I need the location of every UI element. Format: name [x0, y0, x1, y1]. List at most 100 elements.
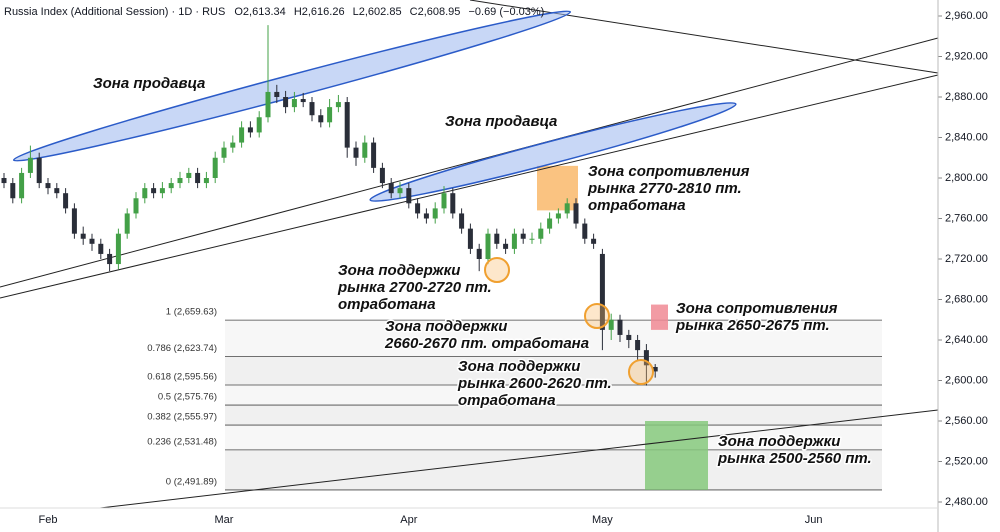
candle-body: [608, 319, 614, 330]
y-tick-label: 2,960.00: [945, 10, 988, 22]
candle-body: [582, 223, 588, 239]
touch-circle: [484, 257, 510, 283]
annotation: рынка 2770-2810 пт.: [587, 180, 742, 197]
annotation: Зона сопротивления: [588, 163, 750, 180]
candle-body: [406, 188, 412, 204]
fib-label: 0.382 (2,555.97): [147, 412, 217, 423]
annotation: 2660-2670 пт. отработана: [384, 335, 589, 352]
x-tick-label: Jun: [805, 514, 823, 526]
y-tick-label: 2,640.00: [945, 334, 988, 346]
header-title: Russia Index (Additional Session) · 1D ·…: [4, 6, 225, 18]
front-layer: 2,480.00 2,520.00 2,560.00 2,600.00 2,640.00…: [1, 10, 988, 526]
annotation: отработана: [588, 197, 686, 214]
fib-label: 0.618 (2,595.56): [147, 372, 217, 383]
candle-body: [133, 198, 139, 214]
candle-body: [450, 193, 456, 214]
annotation: рынка 2700-2720 пт.: [337, 279, 492, 296]
y-tick-label: 2,720.00: [945, 253, 988, 265]
trend-line: [469, 0, 939, 74]
trend-line: [99, 409, 939, 509]
candle-body: [397, 188, 403, 194]
candle-body: [1, 178, 7, 184]
annotation: Зона поддержки: [338, 262, 460, 279]
touch-circle: [628, 359, 654, 385]
y-tick-label: 2,600.00: [945, 374, 988, 386]
candle-body: [573, 203, 579, 224]
candle-body: [265, 91, 271, 118]
candle-body: [151, 188, 157, 194]
header-low: L2,602.85: [353, 6, 402, 18]
candle-body: [564, 203, 570, 214]
candle-body: [54, 188, 60, 194]
annotation: отработана: [338, 296, 436, 313]
candle-body: [547, 218, 553, 229]
price-zone: [537, 165, 578, 211]
candle-body: [511, 233, 517, 249]
annotation-layer: Зона продавца Зона продавца Зона сопротивл…: [92, 73, 874, 468]
candle-body: [203, 178, 209, 184]
annotation: Зона поддержки: [718, 433, 840, 450]
candle-body: [494, 233, 500, 244]
annotation: рынка 2500-2560 пт.: [717, 450, 872, 467]
candle-body: [379, 167, 385, 184]
annotation: Зона продавца: [93, 75, 205, 92]
candle-body: [467, 228, 473, 249]
y-tick-label: 2,840.00: [945, 131, 988, 143]
candle-body: [538, 228, 544, 239]
y-tick-label: 2,760.00: [945, 212, 988, 224]
candle-body: [459, 213, 465, 229]
candle-body: [195, 172, 201, 184]
header-close: C2,608.95: [410, 6, 461, 18]
candle-body: [300, 99, 306, 103]
candle-body: [274, 91, 280, 97]
candle-body: [10, 183, 16, 199]
candle-body: [107, 253, 113, 265]
candle-body: [80, 233, 86, 239]
candle-body: [89, 238, 95, 244]
candle-body: [353, 147, 359, 158]
candle-body: [635, 340, 641, 351]
candle-body: [239, 127, 245, 143]
candle-body: [115, 233, 121, 265]
candle-body: [344, 102, 350, 148]
price-zone: [651, 304, 668, 330]
candle-body: [124, 213, 130, 234]
trend-line: [0, 37, 939, 288]
x-tick-label: May: [592, 514, 613, 526]
header: Russia Index (Additional Session) · 1D ·…: [4, 6, 544, 18]
candle-body: [599, 253, 605, 330]
annotation: Зона сопротивления: [676, 300, 838, 317]
price-zone: [645, 421, 708, 490]
y-tick-label: 2,520.00: [945, 455, 988, 467]
candle-body: [327, 107, 333, 123]
candle-body: [221, 147, 227, 158]
fib-band: [225, 356, 882, 385]
x-tick-label: Apr: [400, 514, 417, 526]
candle-body: [177, 178, 183, 184]
annotation: Зона поддержки: [458, 358, 580, 375]
candle-body: [529, 238, 535, 240]
fib-band: [225, 405, 882, 426]
y-tick-label: 2,880.00: [945, 91, 988, 103]
touch-circles: [484, 257, 654, 385]
candle-body: [476, 248, 482, 259]
fib-label: 0.236 (2,531.48): [147, 436, 217, 447]
header-change: −0.69 (−0.03%): [468, 6, 544, 18]
candle-body: [63, 193, 69, 209]
seller-zones: [12, 10, 737, 202]
x-tick-label: Feb: [39, 514, 58, 526]
fib-label: 0.5 (2,575.76): [158, 392, 217, 403]
candle-body: [520, 233, 526, 239]
fib-label: 0 (2,491.89): [166, 476, 217, 487]
candle-body: [19, 172, 25, 199]
annotation: отработана: [458, 392, 556, 409]
candle-body: [98, 243, 104, 254]
candle-body: [212, 157, 218, 178]
annotation: Зона поддержки: [385, 318, 507, 335]
fib-label: 1 (2,659.63): [166, 307, 217, 318]
candle-body: [626, 334, 632, 340]
fib-band: [225, 449, 882, 490]
fib-label: 0.786 (2,623.74): [147, 343, 217, 354]
y-tick-label: 2,680.00: [945, 293, 988, 305]
